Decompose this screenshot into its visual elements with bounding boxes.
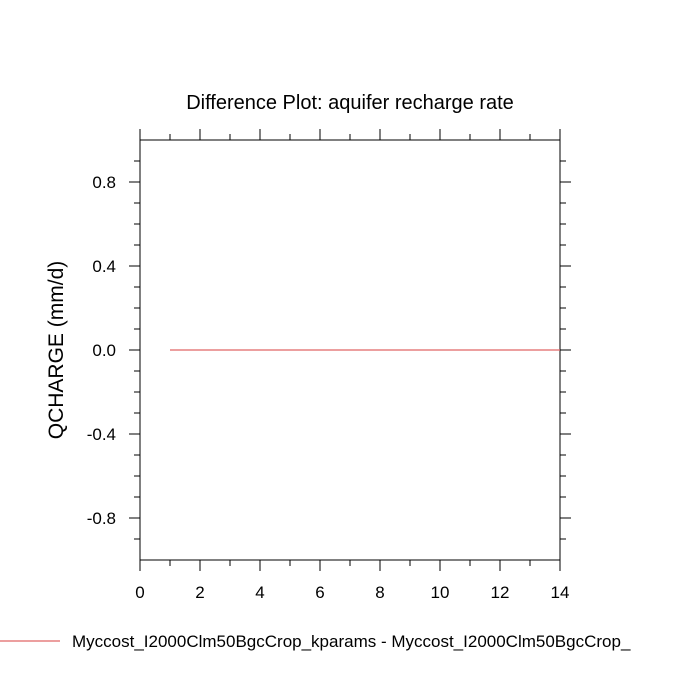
x-tick-label: 0	[135, 583, 144, 602]
y-tick-label: -0.4	[87, 425, 116, 444]
plot-area: 0 2 4 6 8 10 12 14 -0.8 -0.4 0.0 0.4 0.8	[87, 129, 571, 602]
x-tick-label: 8	[375, 583, 384, 602]
x-tick-label: 6	[315, 583, 324, 602]
legend: Myccost_I2000Clm50BgcCrop_kparams - Mycc…	[0, 632, 631, 651]
y-tick-label: 0.0	[92, 341, 116, 360]
x-tick-label: 14	[551, 583, 570, 602]
y-tick-label: 0.8	[92, 173, 116, 192]
chart-title: Difference Plot: aquifer recharge rate	[186, 92, 514, 114]
y-axis-label: QCHARGE (mm/d)	[45, 261, 68, 440]
y-tick-label: 0.4	[92, 257, 116, 276]
x-tick-label: 10	[431, 583, 450, 602]
y-tick-label: -0.8	[87, 509, 116, 528]
x-tick-label: 4	[255, 583, 264, 602]
x-tick-label: 12	[491, 583, 510, 602]
x-tick-label: 2	[195, 583, 204, 602]
legend-label: Myccost_I2000Clm50BgcCrop_kparams - Mycc…	[72, 632, 631, 651]
